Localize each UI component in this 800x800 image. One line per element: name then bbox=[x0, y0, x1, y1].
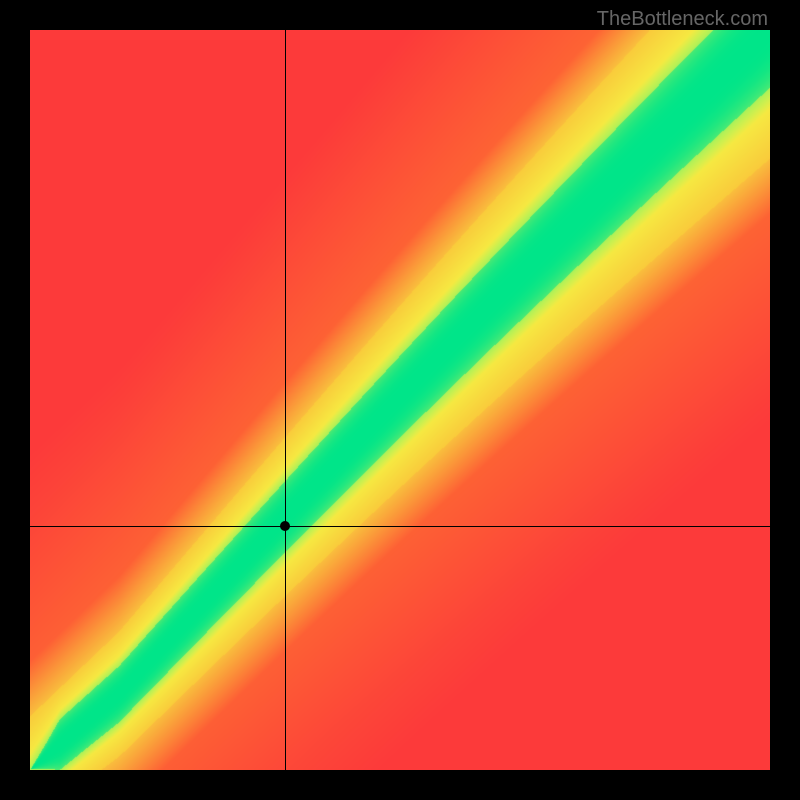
watermark-text: TheBottleneck.com bbox=[597, 8, 768, 31]
heatmap-canvas bbox=[30, 30, 770, 770]
heatmap-chart bbox=[30, 30, 770, 770]
marker-point bbox=[280, 521, 290, 531]
crosshair-horizontal bbox=[30, 526, 770, 527]
crosshair-vertical bbox=[285, 30, 286, 770]
